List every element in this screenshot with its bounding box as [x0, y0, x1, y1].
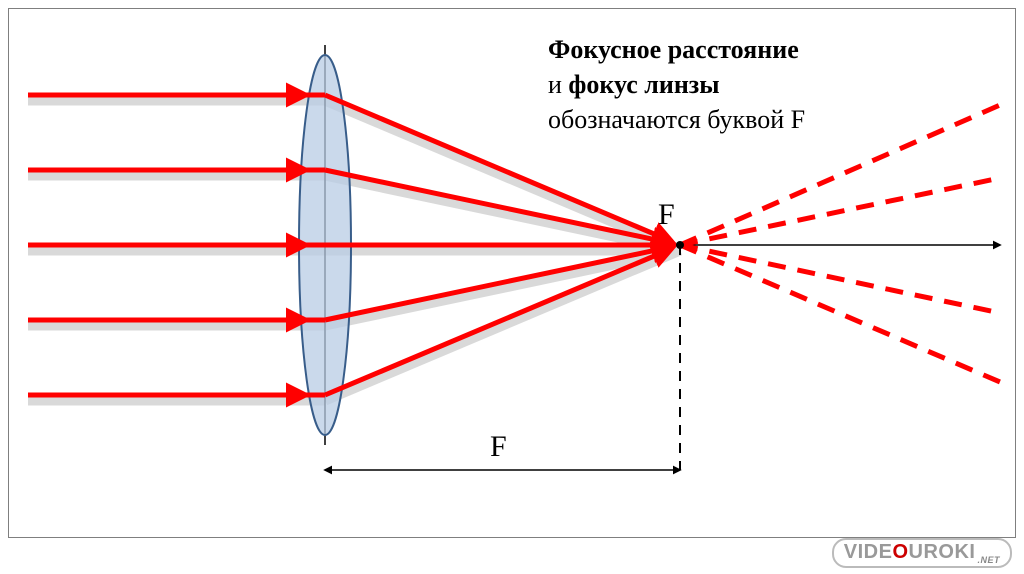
watermark-pre: VIDE — [844, 541, 893, 563]
title-line1-bold: Фокусное расстояние — [548, 35, 799, 64]
diverging-rays — [680, 105, 1000, 382]
watermark: VIDEOUROKI.NET — [832, 538, 1012, 568]
lens-diagram — [0, 0, 1024, 574]
title-line2-prefix: и — [548, 70, 568, 99]
incoming-rays — [28, 95, 325, 395]
label-f-distance: F — [490, 430, 507, 464]
watermark-o: O — [892, 541, 908, 563]
watermark-net: .NET — [977, 555, 1000, 565]
ray-shadows — [28, 100, 680, 400]
label-f-point: F — [658, 198, 675, 232]
title-line2-bold: фокус линзы — [568, 70, 719, 99]
converging-rays — [325, 95, 672, 395]
title-text: Фокусное расстояние и фокус линзы обозна… — [548, 32, 805, 137]
title-line3: обозначаются буквой F — [548, 102, 805, 137]
watermark-post: UROKI — [909, 541, 976, 563]
